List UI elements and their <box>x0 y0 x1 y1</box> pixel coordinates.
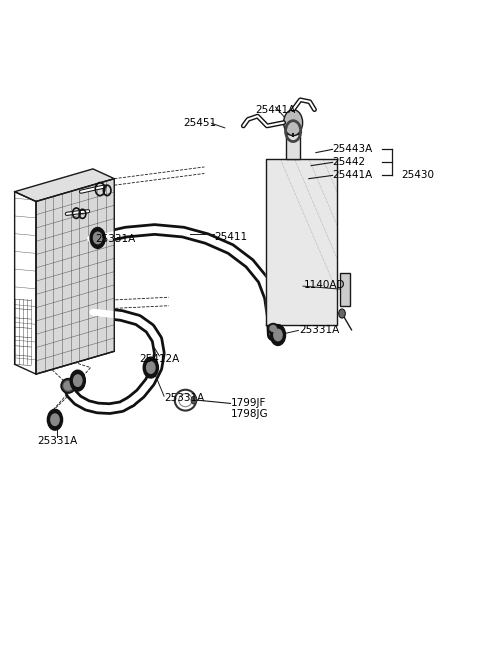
Text: 25441A: 25441A <box>255 105 296 115</box>
Text: 1799JF: 1799JF <box>230 398 266 409</box>
Text: 25443A: 25443A <box>333 145 373 154</box>
Circle shape <box>48 409 62 430</box>
Circle shape <box>94 232 102 244</box>
Text: 25442: 25442 <box>333 158 366 168</box>
Ellipse shape <box>64 382 72 390</box>
Circle shape <box>90 227 105 248</box>
Polygon shape <box>266 159 337 325</box>
Circle shape <box>274 329 282 341</box>
Text: 25412A: 25412A <box>139 354 180 364</box>
Circle shape <box>146 362 155 373</box>
Text: 25331A: 25331A <box>300 325 339 336</box>
Text: 25430: 25430 <box>401 170 434 181</box>
Polygon shape <box>36 179 114 374</box>
Polygon shape <box>14 169 114 202</box>
Text: 25331A: 25331A <box>164 393 204 403</box>
Text: 25331A: 25331A <box>37 436 77 445</box>
Circle shape <box>284 110 302 136</box>
Text: 25331A: 25331A <box>96 234 135 244</box>
Circle shape <box>270 325 286 346</box>
Bar <box>287 135 300 159</box>
Circle shape <box>143 357 158 378</box>
Text: 25441A: 25441A <box>333 170 373 181</box>
Circle shape <box>339 309 345 318</box>
Ellipse shape <box>270 326 276 331</box>
Circle shape <box>70 370 85 391</box>
Circle shape <box>191 396 197 404</box>
Circle shape <box>51 414 59 426</box>
Circle shape <box>73 375 82 386</box>
Text: 25411: 25411 <box>214 233 247 242</box>
Text: 1798JG: 1798JG <box>230 409 268 419</box>
Bar <box>340 273 350 306</box>
Text: 1140AD: 1140AD <box>304 280 346 290</box>
Text: 25451: 25451 <box>183 118 216 128</box>
Ellipse shape <box>268 324 278 333</box>
Ellipse shape <box>61 378 75 393</box>
